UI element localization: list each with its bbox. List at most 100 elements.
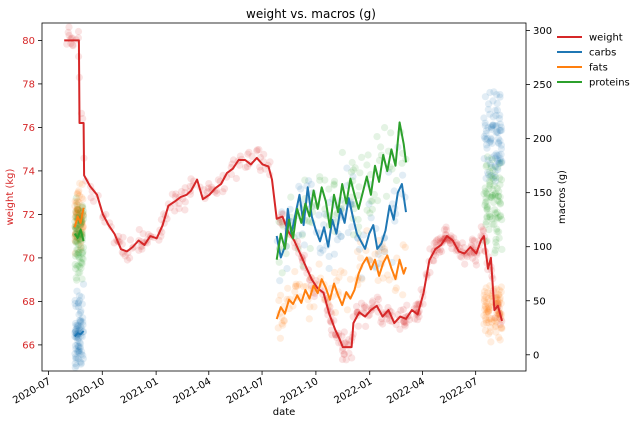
scatter-point-weight xyxy=(397,306,405,314)
scatter-point-carbs xyxy=(484,124,492,132)
scatter-point-proteins xyxy=(316,173,324,181)
x-tick-label: 2020-10 xyxy=(65,376,107,406)
scatter-point-proteins xyxy=(73,245,81,254)
scatter-point-carbs xyxy=(73,341,81,349)
scatter-point-fats xyxy=(333,277,341,285)
scatter-point-proteins xyxy=(354,215,362,224)
scatter-point-fats xyxy=(71,249,79,257)
scatter-point-carbs xyxy=(344,229,352,237)
scatter-point-weight xyxy=(383,315,391,323)
scatter-point-fats xyxy=(76,246,84,254)
scatter-point-carbs xyxy=(493,156,501,164)
scatter-point-weight xyxy=(67,39,75,48)
scatter-point-fats xyxy=(485,304,493,312)
scatter-point-carbs xyxy=(343,164,351,172)
scatter-point-carbs xyxy=(492,122,500,130)
scatter-point-proteins xyxy=(278,269,286,277)
scatter-point-proteins xyxy=(330,180,338,188)
scatter-point-weight xyxy=(362,322,370,330)
scatter-point-fats xyxy=(497,299,505,307)
scatter-point-fats xyxy=(73,209,81,217)
scatter-point-carbs xyxy=(367,214,375,222)
scatter-point-carbs xyxy=(73,325,81,333)
scatter-point-carbs xyxy=(75,343,83,351)
scatter-point-carbs xyxy=(76,318,85,326)
scatter-point-weight xyxy=(172,190,180,198)
scatter-point-weight xyxy=(494,299,502,307)
scatter-point-fats xyxy=(71,202,79,210)
scatter-point-fats xyxy=(275,296,283,304)
y-right-tick-label: 0 xyxy=(533,350,539,361)
scatter-point-weight xyxy=(278,210,286,218)
scatter-point-fats xyxy=(484,308,492,316)
scatter-point-proteins xyxy=(388,165,396,173)
scatter-point-carbs xyxy=(494,128,502,137)
scatter-point-weight xyxy=(496,321,504,329)
y-axis-right: 0 50 100 150 200 250 300 xyxy=(526,26,552,361)
legend: weight carbs fats proteins xyxy=(557,33,630,89)
scatter-point-fats xyxy=(346,275,354,283)
scatter-point-carbs xyxy=(76,339,85,347)
scatter-point-weight xyxy=(442,226,451,234)
scatter-point-proteins xyxy=(494,192,502,201)
scatter-point-proteins xyxy=(489,185,497,193)
scatter-point-carbs xyxy=(498,159,506,167)
scatter-point-fats xyxy=(79,222,87,230)
scatter-point-weight xyxy=(377,318,385,326)
scatter-point-proteins xyxy=(338,148,346,157)
scatter-point-fats xyxy=(481,303,489,311)
scatter-point-weight xyxy=(205,180,213,188)
scatter-point-fats xyxy=(289,302,297,310)
scatter-point-fats xyxy=(486,328,494,336)
scatter-point-fats xyxy=(315,260,323,268)
scatter-point-proteins xyxy=(485,178,493,186)
scatter-point-carbs xyxy=(77,359,85,367)
scatter-point-fats xyxy=(495,290,503,299)
scatter-point-fats xyxy=(295,280,304,288)
x-tick-label: 2020-07 xyxy=(11,376,53,406)
scatter-point-fats xyxy=(497,288,505,296)
scatter-point-fats xyxy=(353,248,362,256)
scatter-point-carbs xyxy=(492,112,500,120)
scatter-point-carbs xyxy=(497,145,505,153)
scatter-point-proteins xyxy=(79,248,87,256)
scatter-point-proteins xyxy=(76,221,84,229)
legend-label-proteins: proteins xyxy=(589,78,630,89)
scatter-point-carbs xyxy=(374,250,382,258)
scatter-point-fats xyxy=(76,179,84,187)
scatter-point-weight xyxy=(470,237,478,245)
scatter-point-weight xyxy=(181,198,189,206)
scatter-point-weight xyxy=(119,233,127,241)
scatter-point-fats xyxy=(74,188,82,196)
scatter-point-proteins xyxy=(481,188,489,196)
scatter-point-weight xyxy=(243,163,252,171)
scatter-point-fats xyxy=(378,241,386,249)
scatter-point-proteins xyxy=(491,214,500,222)
scatter-point-carbs xyxy=(79,318,87,326)
scatter-point-weight xyxy=(440,226,448,234)
scatter-point-carbs xyxy=(480,114,488,122)
scatter-point-weight xyxy=(458,253,466,261)
scatter-point-fats xyxy=(73,206,81,214)
scatter-point-fats xyxy=(481,314,490,322)
x-tick-label: 2021-10 xyxy=(279,376,321,406)
scatter-point-proteins xyxy=(490,182,498,190)
scatter-point-weight xyxy=(138,245,146,253)
scatter-point-proteins xyxy=(483,197,491,205)
scatter-point-proteins xyxy=(74,239,82,247)
scatter-point-weight xyxy=(342,356,350,364)
scatter-point-weight xyxy=(69,42,77,50)
y-right-tick-label: 100 xyxy=(533,242,552,253)
scatter-point-weight xyxy=(181,184,189,192)
scatter-point-fats xyxy=(305,315,313,323)
scatter-point-weight xyxy=(175,199,183,207)
scatter-point-proteins xyxy=(483,190,491,198)
scatter-point-carbs xyxy=(72,302,80,311)
scatter-point-proteins xyxy=(481,184,489,192)
scatter-point-carbs xyxy=(71,363,79,371)
scatter-point-carbs xyxy=(77,307,85,315)
scatter-point-proteins xyxy=(496,200,504,208)
scatter-point-proteins xyxy=(74,252,83,261)
scatter-point-fats xyxy=(493,294,501,302)
scatter-point-weight xyxy=(375,295,383,303)
